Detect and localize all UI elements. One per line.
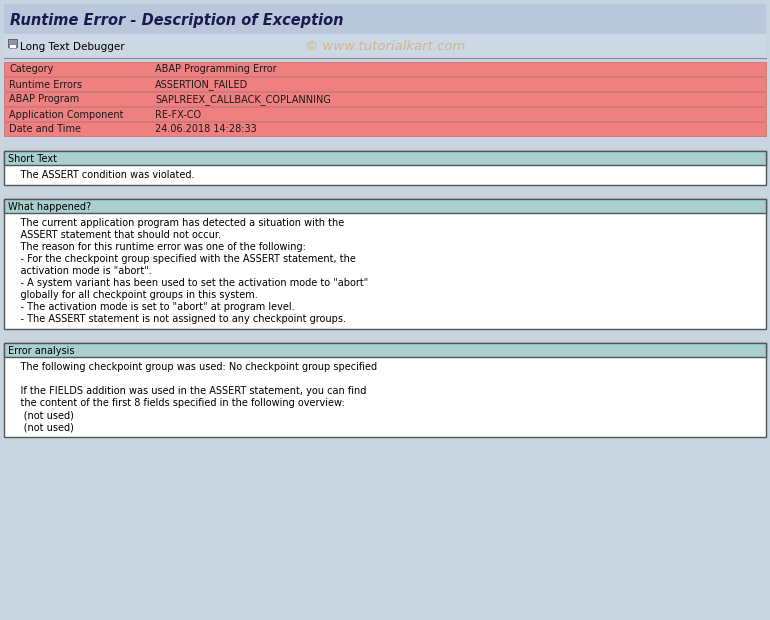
Text: - For the checkpoint group specified with the ASSERT statement, the: - For the checkpoint group specified wit… (8, 254, 356, 264)
FancyBboxPatch shape (4, 343, 766, 357)
FancyBboxPatch shape (4, 77, 766, 91)
Text: Category: Category (9, 64, 53, 74)
Text: 24.06.2018 14:28:33: 24.06.2018 14:28:33 (155, 125, 256, 135)
Text: (not used): (not used) (8, 422, 74, 432)
FancyBboxPatch shape (4, 62, 766, 76)
Text: the content of the first 8 fields specified in the following overview:: the content of the first 8 fields specif… (8, 398, 345, 408)
Text: Short Text: Short Text (8, 154, 57, 164)
Text: - The activation mode is set to "abort" at program level.: - The activation mode is set to "abort" … (8, 302, 295, 312)
Text: ABAP Program: ABAP Program (9, 94, 79, 105)
Text: globally for all checkpoint groups in this system.: globally for all checkpoint groups in th… (8, 290, 258, 300)
Text: Error analysis: Error analysis (8, 345, 75, 355)
FancyBboxPatch shape (4, 151, 766, 165)
Text: The current application program has detected a situation with the: The current application program has dete… (8, 218, 344, 228)
Text: Debugger: Debugger (73, 42, 125, 51)
FancyBboxPatch shape (4, 343, 766, 437)
Text: The ASSERT condition was violated.: The ASSERT condition was violated. (8, 170, 195, 180)
Text: ABAP Programming Error: ABAP Programming Error (155, 64, 276, 74)
Text: RE-FX-CO: RE-FX-CO (155, 110, 201, 120)
Text: Long Text: Long Text (20, 42, 69, 51)
Text: activation mode is "abort".: activation mode is "abort". (8, 266, 152, 276)
Text: - A system variant has been used to set the activation mode to "abort": - A system variant has been used to set … (8, 278, 368, 288)
FancyBboxPatch shape (4, 199, 766, 213)
Text: Runtime Errors: Runtime Errors (9, 79, 82, 89)
Text: The reason for this runtime error was one of the following:: The reason for this runtime error was on… (8, 242, 306, 252)
Text: The following checkpoint group was used: No checkpoint group specified: The following checkpoint group was used:… (8, 362, 377, 372)
FancyBboxPatch shape (9, 44, 16, 48)
Text: Application Component: Application Component (9, 110, 123, 120)
Text: (not used): (not used) (8, 410, 74, 420)
Text: © www.tutorialkart.com: © www.tutorialkart.com (305, 40, 465, 53)
Text: - The ASSERT statement is not assigned to any checkpoint groups.: - The ASSERT statement is not assigned t… (8, 314, 346, 324)
FancyBboxPatch shape (4, 122, 766, 136)
FancyBboxPatch shape (4, 151, 766, 185)
FancyBboxPatch shape (4, 34, 766, 58)
Text: ASSERT statement that should not occur.: ASSERT statement that should not occur. (8, 230, 221, 240)
FancyBboxPatch shape (4, 199, 766, 329)
FancyBboxPatch shape (4, 4, 766, 34)
Text: Runtime Error - Description of Exception: Runtime Error - Description of Exception (10, 12, 343, 27)
FancyBboxPatch shape (8, 39, 17, 47)
FancyBboxPatch shape (4, 92, 766, 106)
Text: What happened?: What happened? (8, 202, 91, 211)
Text: If the FIELDS addition was used in the ASSERT statement, you can find: If the FIELDS addition was used in the A… (8, 386, 367, 396)
Text: ASSERTION_FAILED: ASSERTION_FAILED (155, 79, 248, 90)
Text: SAPLREEX_CALLBACK_COPLANNING: SAPLREEX_CALLBACK_COPLANNING (155, 94, 331, 105)
FancyBboxPatch shape (4, 107, 766, 121)
Text: Date and Time: Date and Time (9, 125, 81, 135)
